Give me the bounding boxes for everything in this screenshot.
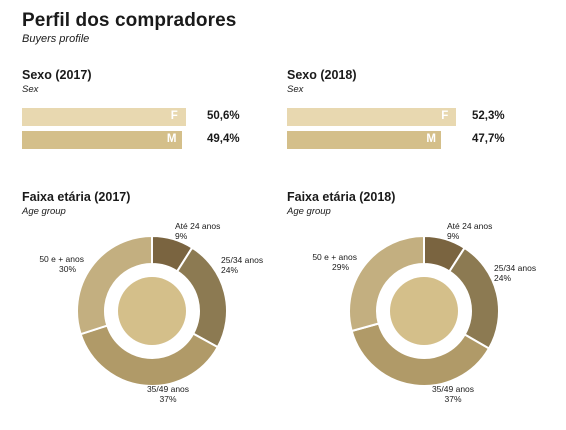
sex-2017-subtitle: Sex [22,84,39,95]
sex-2018-value-f: 52,3% [472,110,505,122]
page-subtitle: Buyers profile [22,33,90,45]
age-2018-title: Faixa etária (2018) [287,190,396,204]
age-2018-label-ate-24: Até 24 anos [447,221,492,231]
age-2018-value-ate-24: 9% [447,231,460,241]
age-2018-center [390,277,458,345]
sex-2018-bar-f [287,108,457,126]
sex-2018-title: Sexo (2018) [287,68,357,82]
age-2018-label-25-34: 25/34 anos [494,263,536,273]
age-2018-value-25-34: 24% [494,273,511,283]
sex-2018-label-m: M [426,133,436,145]
sex-2017-bar-f [22,108,186,126]
sex-2018-value-m: 47,7% [472,133,505,145]
age-2017-value-25-34: 24% [221,265,238,275]
sex-2017-title: Sexo (2017) [22,68,92,82]
sex-2017-value-f: 50,6% [207,110,240,122]
age-2018-subtitle: Age group [287,206,331,217]
age-2018-label-50-plus: 50 e + anos [312,252,357,262]
age-2018-slice-35-49 [350,322,491,387]
age-2017-label-25-34: 25/34 anos [221,255,263,265]
age-2017-value-50-plus: 30% [59,264,76,274]
age-2018-slice-50-plus [348,234,425,333]
age-2018-value-35-49: 37% [444,394,461,404]
age-2017-slice-35-49 [79,324,220,387]
age-2017-label-50-plus: 50 e + anos [39,254,84,264]
sex-2018-bar-m [287,131,442,149]
sex-2018-label-f: F [441,110,449,122]
age-2018-slice-25-34 [448,246,500,350]
sex-2017-label-m: M [166,133,177,145]
age-2017-value-35-49: 37% [159,394,176,404]
page-title: Perfil dos compradores [22,10,237,31]
sex-2017-value-m: 49,4% [207,133,240,145]
age-2017-center [118,277,186,345]
sex-2017-label-f: F [170,110,178,122]
age-2017-title: Faixa etária (2017) [22,190,131,204]
sex-2017-bar-m [22,131,182,149]
age-2017-slice-25-34 [175,246,228,349]
age-2017-label-35-49: 35/49 anos [147,384,189,394]
age-2017-slice-50-plus [76,234,153,336]
age-2018-value-50-plus: 29% [332,262,349,272]
age-2017-label-ate-24: Até 24 anos [175,221,220,231]
age-2017-subtitle: Age group [22,206,66,217]
sex-2018-subtitle: Sex [287,84,304,95]
age-2018-label-35-49: 35/49 anos [432,384,474,394]
age-2017-value-ate-24: 9% [175,231,188,241]
